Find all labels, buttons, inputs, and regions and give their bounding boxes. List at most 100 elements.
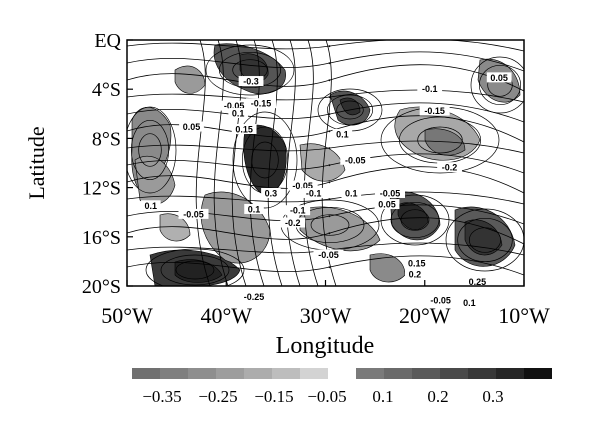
contour-label: -0.2 <box>285 218 301 228</box>
contour-label: -0.2 <box>442 163 458 173</box>
anomaly-region <box>239 53 269 83</box>
x-axis-label: Longitude <box>276 333 375 359</box>
contour-label-bg <box>332 128 353 139</box>
streamline <box>321 40 337 286</box>
contour-label-bg <box>404 258 430 269</box>
contour-label: -0.1 <box>306 188 322 198</box>
streamline-vortex <box>175 260 215 280</box>
anomaly-region <box>397 202 429 230</box>
streamline-vortex <box>390 201 440 239</box>
streamline-vortex <box>130 119 170 181</box>
contour-label-bg <box>459 297 480 308</box>
colorbar: −0.35 −0.25 −0.15 −0.05 0.1 0.2 0.3 <box>132 368 552 406</box>
y-tick-label: 8°S <box>92 128 121 150</box>
y-axis-label: Latitude <box>24 126 49 199</box>
streamline <box>231 40 247 286</box>
colorbar-label: 0.1 <box>372 387 393 406</box>
colorbar-label: −0.25 <box>198 387 237 406</box>
streamline-vortex <box>326 94 374 126</box>
streamline-vortex <box>336 100 364 120</box>
contour-label-bg <box>464 276 490 287</box>
x-tick-label: 20°W <box>399 303 451 328</box>
streamline <box>127 217 524 245</box>
colorbar-swatch-positive <box>356 368 384 379</box>
contour-label: 0.2 <box>409 270 422 280</box>
y-tick-label: EQ <box>94 30 121 52</box>
streamline-vortex <box>400 209 430 231</box>
contour-labels: -0.3-0.15-0.050.10.150.05-0.1-0.150.050.… <box>141 72 512 308</box>
colorbar-swatch-negative <box>300 368 328 379</box>
streamline <box>303 40 319 286</box>
contour-label-bg <box>486 72 512 83</box>
contour-label: 0.25 <box>469 277 487 287</box>
streamline <box>285 40 301 286</box>
streamline <box>127 64 524 92</box>
streamline <box>127 153 524 174</box>
contour-label-bg <box>261 187 281 198</box>
contour-label: -0.25 <box>244 292 265 302</box>
contour-label-bg <box>340 154 371 165</box>
contour-label: -0.05 <box>380 188 401 198</box>
colorbar-swatch-negative <box>244 368 272 379</box>
x-tick-label: 10°W <box>498 303 550 328</box>
streamline <box>213 40 229 286</box>
y-tick-label: 4°S <box>92 79 121 101</box>
contour-label: -0.05 <box>292 181 313 191</box>
anomaly-region <box>174 259 223 283</box>
streamline <box>195 40 211 286</box>
contour-label: 0.1 <box>336 129 349 139</box>
contour-label: -0.15 <box>251 99 272 109</box>
contour-label-bg <box>301 187 326 198</box>
y-tick-label: 20°S <box>82 276 121 298</box>
streamline-vortex <box>145 248 245 286</box>
contour-label: 0.1 <box>463 298 476 308</box>
streamline-vortex <box>232 111 298 209</box>
streamline-vortex <box>138 133 162 167</box>
x-axis: 50°W 40°W 30°W 20°W 10°W <box>101 280 550 328</box>
contour-label: 0.05 <box>378 200 396 210</box>
contour-label-bg <box>425 294 456 305</box>
contour-label: 0.05 <box>183 122 201 132</box>
contour-label-bg <box>417 83 443 94</box>
contour-label-bg <box>375 187 406 198</box>
streamline <box>127 166 524 194</box>
y-axis: EQ 4°S 8°S 12°S 16°S 20°S <box>82 30 133 298</box>
contour-label: -0.05 <box>430 295 451 305</box>
streamline-vortex <box>417 126 463 154</box>
x-tick-label: 50°W <box>101 303 153 328</box>
colorbar-swatch-positive <box>468 368 496 379</box>
y-tick-label: 12°S <box>82 178 121 200</box>
contour-label-bg <box>419 105 450 116</box>
contour-label: -0.1 <box>290 206 306 216</box>
contour-label: -0.05 <box>224 101 245 111</box>
contour-label-bg <box>239 291 270 302</box>
colorbar-label: −0.15 <box>254 387 293 406</box>
colorbar-label: −0.05 <box>307 387 346 406</box>
contour-label: 0.1 <box>232 109 245 119</box>
contour-label: 0.1 <box>145 201 158 211</box>
contour-label-bg <box>341 187 362 198</box>
contour-label-bg <box>219 100 250 111</box>
streamline <box>127 191 524 205</box>
x-tick-label: 30°W <box>300 303 352 328</box>
streamline-vortex <box>218 51 282 89</box>
anomaly-region <box>299 143 346 182</box>
streamline-vortex <box>310 214 350 236</box>
colorbar-swatch-negative <box>272 368 300 379</box>
streamline-vortex <box>478 64 522 106</box>
colorbar-swatch-positive <box>384 368 412 379</box>
contour-label: 0.15 <box>235 125 253 135</box>
contour-label: -0.05 <box>183 209 204 219</box>
contour-label-bg <box>287 180 318 191</box>
contour-label-bg <box>280 217 306 228</box>
contour-label-bg <box>245 98 276 109</box>
contour-label-bg <box>179 121 204 132</box>
anomaly-region <box>159 213 191 242</box>
streamline <box>127 51 524 72</box>
contour-label: -0.15 <box>424 106 445 116</box>
streamline <box>127 40 524 52</box>
streamline-vortex <box>445 208 524 272</box>
contour-label-bg <box>313 249 344 260</box>
map-plot-area: -0.3-0.15-0.050.10.150.05-0.1-0.150.050.… <box>126 39 525 308</box>
colorbar-swatch-positive <box>412 368 440 379</box>
